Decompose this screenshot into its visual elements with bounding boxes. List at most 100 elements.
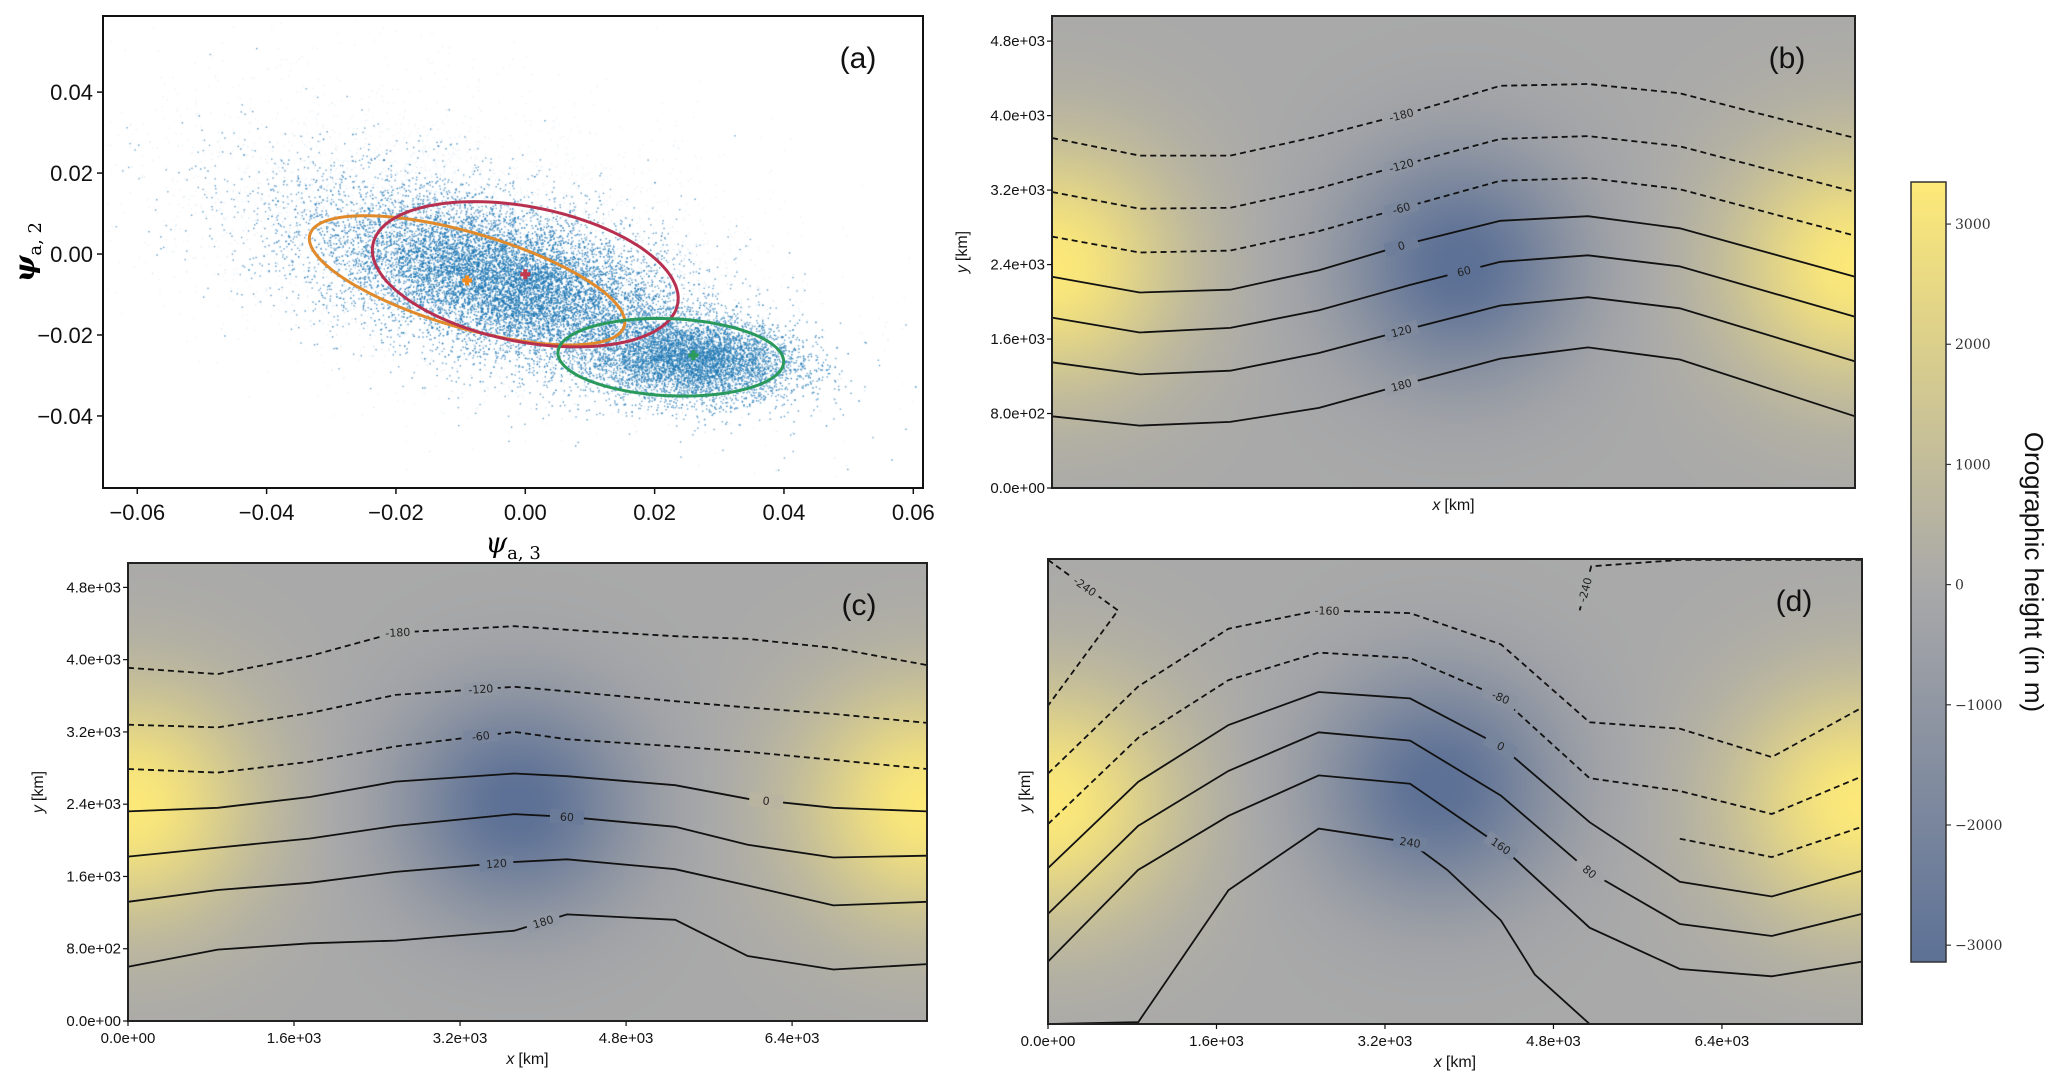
x-axis-label: x [km] [1433, 1054, 1476, 1071]
x-axis-label-symbol: ψ [485, 526, 508, 559]
x-axis-label-unit: [km] [1444, 497, 1474, 514]
contour-label-group: 60 [1445, 260, 1483, 283]
contour-label-group: 0 [1482, 731, 1520, 761]
contour-line [1051, 83, 1856, 157]
contour-label-group: -60 [1383, 196, 1420, 220]
contour-label: 120 [1390, 323, 1414, 341]
x-tick-label: 1.6e+03 [267, 1030, 322, 1047]
contour-label-gap [1383, 196, 1420, 220]
contour-line [127, 685, 928, 729]
y-tick-label: 0.00 [50, 242, 93, 267]
contour-label-gap [1392, 832, 1428, 852]
x-tick-label: 4.8e+03 [599, 1030, 654, 1047]
contour-label: -180 [385, 626, 411, 640]
contour-label-group: -60 [463, 727, 499, 746]
y-axis-label-unit: [km] [30, 771, 47, 801]
colorbar-tick-label: −3000 [1955, 938, 2002, 954]
x-axis-label-unit: [km] [518, 1051, 548, 1068]
y-tick-label: 4.8e+03 [990, 33, 1045, 50]
contour-label: -60 [1391, 200, 1412, 217]
x-tick-label: 6.4e+03 [765, 1030, 820, 1047]
x-tick-label: −0.06 [109, 500, 165, 525]
contour-label-group: 80 [1572, 855, 1608, 889]
y-tick-label: 0.0e+00 [990, 480, 1045, 497]
contour-line [1051, 215, 1856, 294]
colorbar-tick-label: −1000 [1955, 698, 2002, 714]
y-tick-label: 2.4e+03 [66, 796, 121, 813]
x-tick-label: 0.0e+00 [101, 1030, 156, 1047]
colorbar-frame [1910, 181, 1947, 963]
x-tick-label: 0.04 [763, 500, 806, 525]
x-axis-label: ψa, 3 [485, 526, 541, 564]
cluster-center-marker-3 [688, 350, 699, 361]
contour-line [1047, 731, 1863, 937]
contour-line [1679, 825, 1863, 859]
panel-label-a: (a) [840, 42, 877, 75]
panel-a-frame [102, 15, 924, 489]
contour-label-group: 120 [1383, 319, 1420, 343]
y-axis-label: y [km] [1017, 770, 1034, 813]
contour-label-group: -180 [1383, 103, 1420, 126]
contour-label-group: -80 [1482, 684, 1520, 711]
contour-label-group: -120 [463, 680, 499, 698]
contour-label: 0 [1396, 239, 1406, 253]
y-axis-label-symbol: ψ [8, 254, 41, 282]
contour-line [1051, 254, 1856, 334]
x-tick-label: 1.6e+03 [1189, 1033, 1244, 1050]
contour-line [127, 625, 928, 676]
contour-label-group: 0 [1383, 234, 1420, 258]
y-tick-label: 8.0e+02 [66, 941, 121, 958]
contour-line [1578, 559, 1862, 611]
contour-label-gap [1383, 373, 1420, 397]
colorbar-tick-label: 0 [1955, 578, 1964, 594]
contour-label-group: -160 [1309, 603, 1345, 619]
x-tick-label: 0.06 [892, 500, 935, 525]
contour-label-gap [463, 680, 499, 698]
contour-line [1051, 296, 1856, 376]
contour-label-gap [463, 727, 499, 746]
contour-label: 120 [485, 857, 507, 872]
contour-line [1051, 135, 1856, 210]
contour-label-gap [1482, 684, 1520, 711]
panel-b: -180 -120 -60 0 60 120 180 0.0e+00 8.0e+02 1.6e+0… [954, 15, 1856, 514]
contour-label-gap [1482, 731, 1520, 761]
colorbar-tick-label: 3000 [1955, 217, 1991, 233]
y-axis-label: y [km] [30, 771, 47, 814]
contour-label-gap [1383, 319, 1420, 343]
x-tick-label: 4.8e+03 [1526, 1033, 1581, 1050]
panel-c-orography-heatmap [128, 563, 927, 1021]
cluster-center-marker-2 [520, 269, 531, 280]
panel-d-orography-heatmap [1048, 559, 1862, 1024]
panel-b-frame [1051, 15, 1856, 489]
contour-label: -240 [1576, 576, 1595, 603]
contour-label-gap [524, 910, 562, 934]
panel-label-d: (d) [1776, 585, 1813, 618]
contour-label: 60 [560, 810, 575, 824]
contour-label: -160 [1314, 604, 1339, 618]
x-tick-label: −0.04 [239, 500, 295, 525]
contour-label: -120 [468, 682, 494, 697]
colorbar-tick-label: 1000 [1955, 457, 1991, 473]
y-tick-label: 4.0e+03 [66, 652, 121, 669]
x-tick-label: 0.02 [633, 500, 676, 525]
panel-label-c: (c) [842, 589, 877, 622]
contour-label-gap [1383, 103, 1420, 126]
contour-label-gap [1482, 830, 1519, 862]
y-tick-label: 1.6e+03 [66, 868, 121, 885]
x-tick-label: −0.02 [368, 500, 424, 525]
contour-label-group: 160 [1482, 830, 1519, 862]
colorbar-label: Orographic height (in m) [2019, 432, 2049, 712]
y-axis-label-unit: [km] [1017, 770, 1034, 800]
contour-label-group: 120 [478, 855, 514, 872]
contour-label: 180 [1390, 377, 1414, 395]
panel-label-b: (b) [1769, 42, 1806, 75]
contour-label-group: -240 [1573, 571, 1597, 608]
colorbar-tick-label: 2000 [1955, 337, 1991, 353]
y-axis-label: ψa, 2 [8, 222, 46, 282]
contour-line [1051, 346, 1856, 427]
y-tick-label: −0.02 [37, 323, 93, 348]
y-tick-label: 0.0e+00 [66, 1013, 121, 1030]
contour-line [127, 772, 928, 813]
